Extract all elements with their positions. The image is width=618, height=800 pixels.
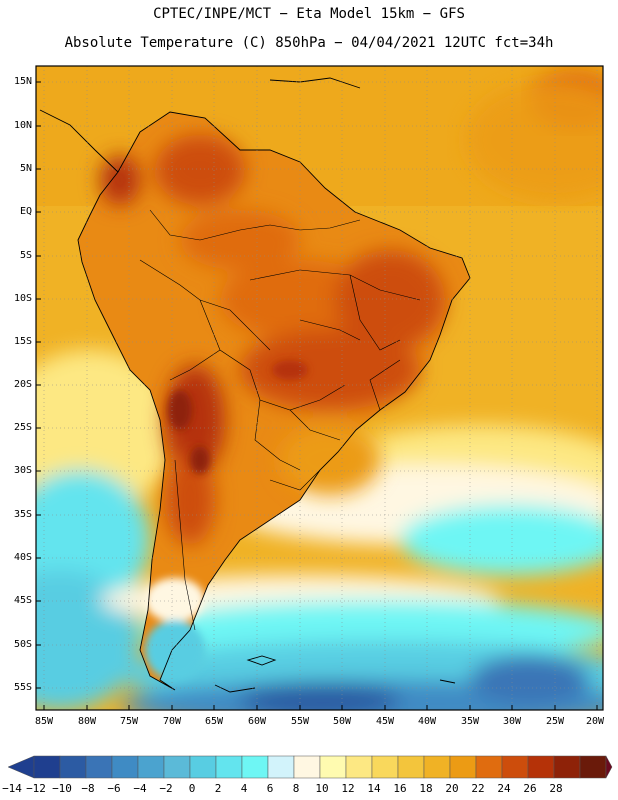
country-borders — [139, 209, 421, 631]
lon-label: 75W — [119, 716, 139, 727]
colorbar-label: 2 — [214, 782, 222, 795]
colorbar-label: −14 — [2, 782, 22, 795]
colorbar-label: 6 — [266, 782, 274, 795]
colorbar-label: 20 — [445, 782, 459, 795]
lat-label: 30S — [13, 465, 32, 476]
map-title: CPTEC/INPE/MCT − Eta Model 15km − GFS — [153, 6, 465, 22]
colorbar-label: 22 — [471, 782, 485, 795]
map-frame — [35, 65, 604, 711]
colorbar-label: 4 — [240, 782, 248, 795]
map-subtitle: Absolute Temperature (C) 850hPa − 04/04/… — [64, 35, 554, 51]
axis-ticks — [36, 81, 598, 710]
lat-label: 15S — [13, 336, 32, 347]
colorbar-label: 28 — [549, 782, 563, 795]
lat-label: 15N — [13, 76, 32, 87]
lat-label: 5N — [19, 163, 32, 174]
colorbar-swatch — [189, 755, 217, 779]
lat-label: 10N — [13, 120, 32, 131]
colorbar-swatch — [85, 755, 113, 779]
colorbar-swatch — [423, 755, 451, 779]
lat-label: 35S — [13, 509, 32, 520]
lat-lon-grid — [36, 66, 603, 710]
colorbar-label: −4 — [133, 782, 147, 795]
lon-label: 70W — [162, 716, 182, 727]
coastlines — [39, 77, 471, 693]
colorbar-swatch — [59, 755, 87, 779]
lon-label: 35W — [460, 716, 480, 727]
colorbar-swatch — [579, 755, 607, 779]
colorbar-label: −2 — [159, 782, 173, 795]
colorbar-label: 18 — [419, 782, 433, 795]
colorbar-swatch — [293, 755, 321, 779]
lon-label: 80W — [77, 716, 97, 727]
lat-label: 50S — [13, 639, 32, 650]
lat-label: 5S — [19, 250, 32, 261]
colorbar-swatch — [371, 755, 399, 779]
colorbar-label: 0 — [188, 782, 196, 795]
lon-label: 40W — [417, 716, 437, 727]
colorbar-swatch — [553, 755, 581, 779]
lat-label: 40S — [13, 552, 32, 563]
colorbar-swatch — [501, 755, 529, 779]
colorbar-label: 12 — [341, 782, 355, 795]
lon-label: 60W — [247, 716, 267, 727]
colorbar-swatch — [163, 755, 191, 779]
colorbar-swatch — [267, 755, 295, 779]
lon-label: 55W — [290, 716, 310, 727]
temperature-field — [36, 66, 603, 710]
colorbar-swatch — [475, 755, 503, 779]
colorbar-swatch — [449, 755, 477, 779]
colorbar-label: 24 — [497, 782, 511, 795]
colorbar-under-arrow — [7, 755, 35, 779]
lon-label: 50W — [332, 716, 352, 727]
colorbar-label: −8 — [81, 782, 95, 795]
colorbar-label: 26 — [523, 782, 537, 795]
lat-label: 45S — [13, 595, 32, 606]
colorbar-label: 16 — [393, 782, 407, 795]
colorbar-swatch — [33, 755, 61, 779]
colorbar-swatch — [397, 755, 425, 779]
colorbar-label: −10 — [52, 782, 72, 795]
colorbar-swatch — [111, 755, 139, 779]
colorbar-label: 14 — [367, 782, 381, 795]
colorbar-swatch — [527, 755, 555, 779]
colorbar — [7, 755, 613, 779]
colorbar-swatch — [319, 755, 347, 779]
lat-label: 25S — [13, 422, 32, 433]
colorbar-label: −12 — [26, 782, 46, 795]
lat-label: EQ — [19, 206, 32, 217]
lon-label: 30W — [502, 716, 522, 727]
lat-label: 10S — [13, 293, 32, 304]
colorbar-swatch — [137, 755, 165, 779]
lon-label: 25W — [545, 716, 565, 727]
lon-label: 85W — [34, 716, 54, 727]
lat-label: 20S — [13, 379, 32, 390]
lon-label: 45W — [375, 716, 395, 727]
colorbar-swatch — [345, 755, 373, 779]
lat-label: 55S — [13, 682, 32, 693]
lon-label: 20W — [585, 716, 605, 727]
colorbar-label: 8 — [292, 782, 300, 795]
colorbar-over-arrow — [605, 755, 613, 779]
colorbar-label: −6 — [107, 782, 121, 795]
colorbar-swatch — [241, 755, 269, 779]
colorbar-swatch — [215, 755, 243, 779]
lon-label: 65W — [204, 716, 224, 727]
colorbar-label: 10 — [315, 782, 329, 795]
